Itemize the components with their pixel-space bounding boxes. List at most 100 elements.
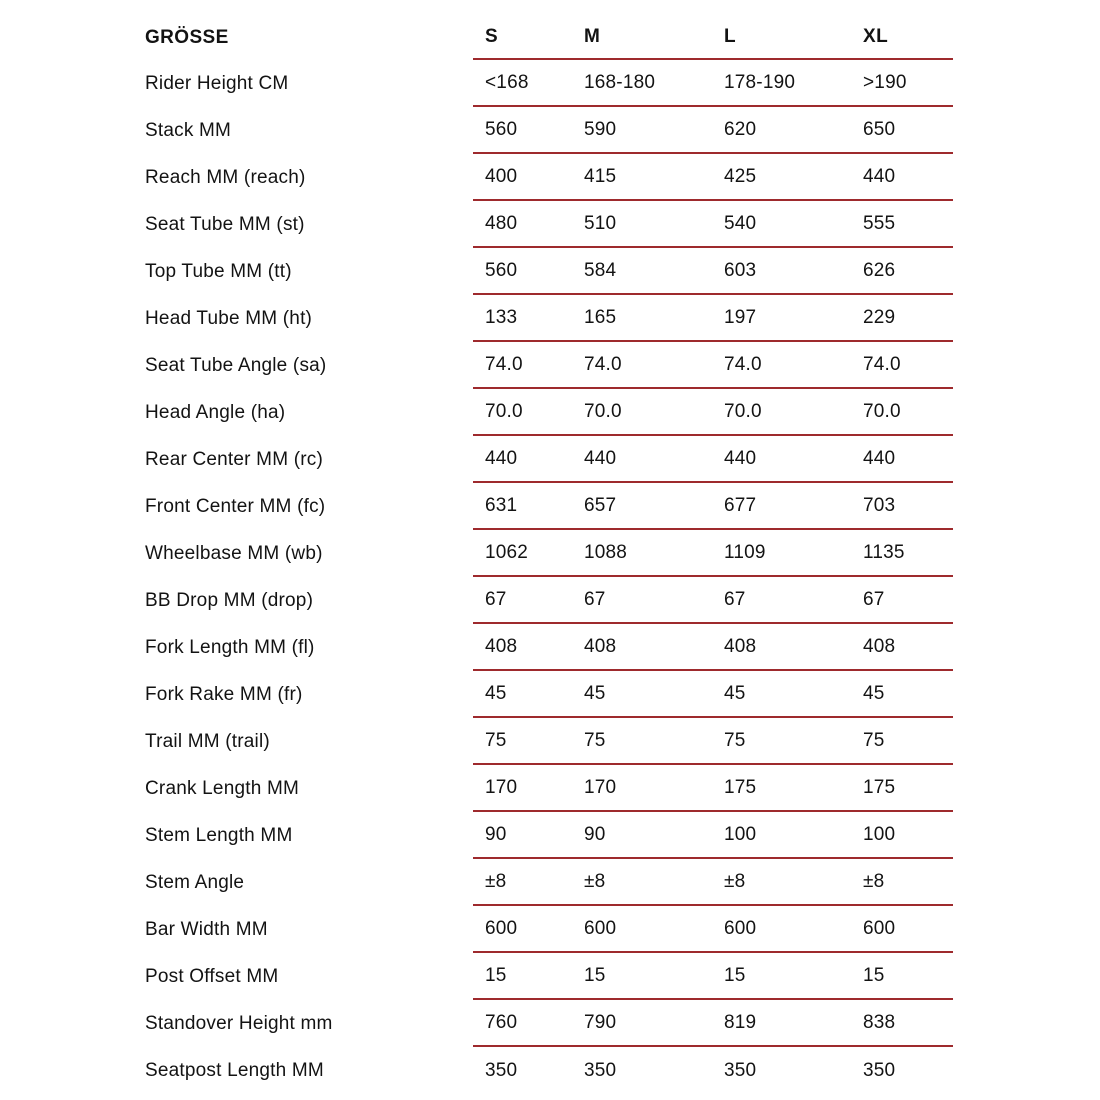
row-value: 70.0 bbox=[584, 400, 622, 422]
row-value: 677 bbox=[724, 494, 757, 516]
row-values: 440 440 440 440 bbox=[473, 436, 953, 483]
row-values: 480 510 540 555 bbox=[473, 201, 953, 248]
row-value: 75 bbox=[863, 729, 885, 751]
row-value: 408 bbox=[584, 635, 617, 657]
row-value: 838 bbox=[863, 1011, 896, 1033]
row-value: 45 bbox=[584, 682, 606, 704]
row-value: 400 bbox=[485, 165, 518, 187]
row-label: Top Tube MM (tt) bbox=[145, 260, 292, 282]
row-values: 760 790 819 838 bbox=[473, 1000, 953, 1047]
row-value: 15 bbox=[584, 964, 606, 986]
row-value: 175 bbox=[863, 776, 896, 798]
row-value: 74.0 bbox=[485, 353, 523, 375]
table-row: Rear Center MM (rc) 440 440 440 440 bbox=[145, 436, 953, 483]
row-value: 100 bbox=[724, 823, 757, 845]
row-label: Seat Tube Angle (sa) bbox=[145, 354, 327, 376]
row-value: 440 bbox=[584, 447, 617, 469]
row-value: 819 bbox=[724, 1011, 757, 1033]
row-value: 350 bbox=[485, 1059, 518, 1081]
row-label: Trail MM (trail) bbox=[145, 730, 270, 752]
row-value: 440 bbox=[863, 447, 896, 469]
row-label: Bar Width MM bbox=[145, 918, 268, 940]
row-value: 560 bbox=[485, 118, 518, 140]
row-value: 790 bbox=[584, 1011, 617, 1033]
row-value: 15 bbox=[724, 964, 746, 986]
column-header-s: S bbox=[485, 26, 499, 47]
table-row: Front Center MM (fc) 631 657 677 703 bbox=[145, 483, 953, 530]
row-values: 15 15 15 15 bbox=[473, 953, 953, 1000]
row-values: <168 168-180 178-190 >190 bbox=[473, 60, 953, 107]
table-body: Rider Height CM <168 168-180 178-190 >19… bbox=[145, 60, 953, 1094]
row-value: 555 bbox=[863, 212, 896, 234]
row-values: 75 75 75 75 bbox=[473, 718, 953, 765]
row-value: ±8 bbox=[485, 870, 507, 892]
row-value: 1135 bbox=[863, 541, 905, 563]
table-row: Stem Angle ±8 ±8 ±8 ±8 bbox=[145, 859, 953, 906]
row-value: 620 bbox=[724, 118, 757, 140]
row-value: 70.0 bbox=[863, 400, 901, 422]
row-label: Crank Length MM bbox=[145, 777, 300, 799]
row-label: Front Center MM (fc) bbox=[145, 495, 326, 517]
table-row: Bar Width MM 600 600 600 600 bbox=[145, 906, 953, 953]
row-label: Fork Length MM (fl) bbox=[145, 636, 315, 658]
row-values: 560 590 620 650 bbox=[473, 107, 953, 154]
row-label: Rear Center MM (rc) bbox=[145, 448, 323, 470]
row-values: 133 165 197 229 bbox=[473, 295, 953, 342]
row-values: 67 67 67 67 bbox=[473, 577, 953, 624]
row-values: 631 657 677 703 bbox=[473, 483, 953, 530]
row-values: 350 350 350 350 bbox=[473, 1047, 953, 1094]
row-value: 350 bbox=[863, 1059, 896, 1081]
row-value: 165 bbox=[584, 306, 617, 328]
row-value: 408 bbox=[485, 635, 518, 657]
row-values: 560 584 603 626 bbox=[473, 248, 953, 295]
row-value: 100 bbox=[863, 823, 896, 845]
row-value: ±8 bbox=[584, 870, 606, 892]
row-value: 440 bbox=[485, 447, 518, 469]
row-value: 600 bbox=[485, 917, 518, 939]
row-value: 75 bbox=[584, 729, 606, 751]
row-value: 45 bbox=[863, 682, 885, 704]
table-row: Post Offset MM 15 15 15 15 bbox=[145, 953, 953, 1000]
row-label: Rider Height CM bbox=[145, 72, 289, 94]
row-label: Head Tube MM (ht) bbox=[145, 307, 313, 329]
row-value: 15 bbox=[485, 964, 507, 986]
row-value: 67 bbox=[724, 588, 746, 610]
row-value: 600 bbox=[724, 917, 757, 939]
table-row: BB Drop MM (drop) 67 67 67 67 bbox=[145, 577, 953, 624]
table-row: Wheelbase MM (wb) 1062 1088 1109 1135 bbox=[145, 530, 953, 577]
row-value: 170 bbox=[485, 776, 518, 798]
row-values: 408 408 408 408 bbox=[473, 624, 953, 671]
table-row: Top Tube MM (tt) 560 584 603 626 bbox=[145, 248, 953, 295]
row-value: 70.0 bbox=[724, 400, 762, 422]
row-values: 45 45 45 45 bbox=[473, 671, 953, 718]
row-value: 67 bbox=[584, 588, 606, 610]
row-value: 425 bbox=[724, 165, 757, 187]
row-value: 1109 bbox=[724, 541, 766, 563]
table-row: Seat Tube MM (st) 480 510 540 555 bbox=[145, 201, 953, 248]
row-values: 90 90 100 100 bbox=[473, 812, 953, 859]
row-value: 703 bbox=[863, 494, 896, 516]
row-value: ±8 bbox=[863, 870, 885, 892]
column-header-xl: XL bbox=[863, 26, 889, 47]
row-value: 480 bbox=[485, 212, 518, 234]
row-value: 600 bbox=[584, 917, 617, 939]
row-label: Head Angle (ha) bbox=[145, 401, 286, 423]
table-row: Stack MM 560 590 620 650 bbox=[145, 107, 953, 154]
row-values: 170 170 175 175 bbox=[473, 765, 953, 812]
row-value: 67 bbox=[485, 588, 507, 610]
row-value: 168-180 bbox=[584, 71, 656, 93]
geometry-table: GRÖSSE S M L XL Rider Height CM <168 168… bbox=[145, 16, 953, 1094]
row-value: 657 bbox=[584, 494, 617, 516]
table-row: Fork Rake MM (fr) 45 45 45 45 bbox=[145, 671, 953, 718]
table-row: Rider Height CM <168 168-180 178-190 >19… bbox=[145, 60, 953, 107]
row-label: Fork Rake MM (fr) bbox=[145, 683, 303, 705]
row-value: 178-190 bbox=[724, 71, 796, 93]
row-label: Wheelbase MM (wb) bbox=[145, 542, 323, 564]
row-value: 626 bbox=[863, 259, 896, 281]
column-header-m: M bbox=[584, 26, 601, 47]
row-value: 350 bbox=[584, 1059, 617, 1081]
row-value: 45 bbox=[724, 682, 746, 704]
table-row: Reach MM (reach) 400 415 425 440 bbox=[145, 154, 953, 201]
row-value: 90 bbox=[485, 823, 507, 845]
row-value: >190 bbox=[863, 71, 907, 93]
